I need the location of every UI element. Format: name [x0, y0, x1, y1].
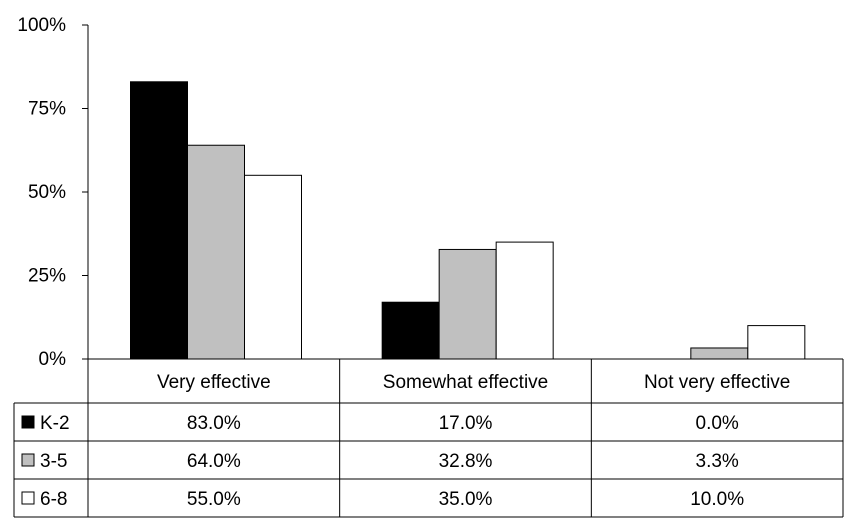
data-label: 10.0% — [690, 489, 744, 510]
bar-6-8-0 — [244, 174, 302, 360]
y-tick-label: 0% — [39, 349, 67, 370]
x-tick-label: Somewhat effective — [383, 372, 548, 393]
x-tick-label: Not very effective — [644, 372, 790, 393]
bar-3-5-2 — [690, 347, 749, 360]
bar-3-5-0 — [187, 144, 245, 360]
data-label: 83.0% — [187, 413, 241, 434]
data-label: 3.3% — [696, 451, 739, 472]
legend-label: 3-5 — [40, 451, 67, 472]
data-label: 0.0% — [696, 413, 739, 434]
legend-swatch-3-5 — [21, 453, 35, 467]
legend-label: 6-8 — [40, 489, 67, 510]
y-tick-label: 100% — [17, 15, 66, 36]
y-axis: 0% 25% 50% 75% 100% — [17, 15, 89, 370]
y-tick-label: 50% — [28, 182, 66, 203]
bar-6-8-1 — [495, 241, 554, 360]
legend-swatch-K-2 — [21, 415, 35, 429]
data-table: Very effective Somewhat effective Not very… — [13, 358, 844, 518]
y-tick-label: 25% — [28, 266, 66, 287]
legend-label: K-2 — [40, 413, 70, 434]
bar-3-5-1 — [438, 248, 497, 360]
y-tick-label: 75% — [28, 99, 66, 120]
legend-swatch-6-8 — [21, 491, 35, 505]
data-label: 64.0% — [187, 451, 241, 472]
data-label: 55.0% — [187, 489, 241, 510]
data-label: 35.0% — [439, 489, 493, 510]
bar-K-2-1 — [381, 301, 440, 360]
bars — [130, 81, 806, 360]
bar-6-8-2 — [747, 325, 806, 360]
x-tick-label: Very effective — [157, 372, 271, 393]
bar-K-2-0 — [130, 81, 188, 360]
data-label: 17.0% — [439, 413, 493, 434]
data-label: 32.8% — [439, 451, 493, 472]
